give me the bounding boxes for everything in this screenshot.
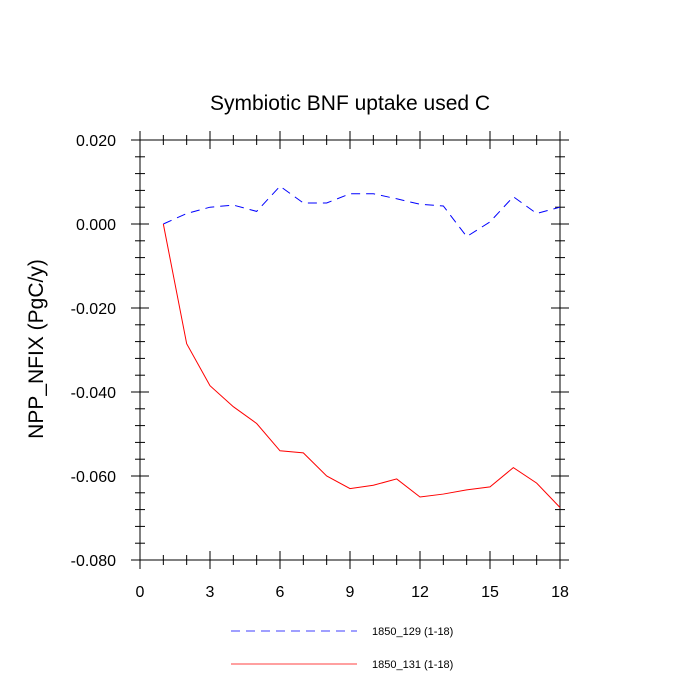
- y-tick-label: -0.080: [71, 553, 116, 570]
- x-tick-label: 15: [481, 584, 499, 601]
- y-axis-label: NPP_NFIX (PgC/y): [25, 259, 48, 439]
- chart-title: Symbiotic BNF uptake used C: [210, 92, 490, 115]
- series-line-2: [162, 223, 561, 508]
- series-line-1: [163, 185, 561, 238]
- x-tick-label: 9: [346, 584, 355, 601]
- y-tick-label: -0.020: [71, 301, 116, 318]
- plot-frame: [139, 139, 561, 561]
- y-tick-label: -0.040: [71, 385, 116, 402]
- y-tick-label: -0.060: [71, 469, 116, 486]
- x-tick-label: 18: [551, 584, 569, 601]
- x-tick-label: 3: [206, 584, 215, 601]
- x-tick-label: 12: [411, 584, 429, 601]
- x-tick-label: 0: [136, 584, 145, 601]
- y-tick-label: 0.020: [76, 133, 116, 150]
- x-tick-label: 6: [276, 584, 285, 601]
- y-tick-label: 0.000: [76, 217, 116, 234]
- legend-label-2: 1850_131 (1-18): [372, 659, 453, 671]
- legend-label-1: 1850_129 (1-18): [372, 626, 453, 638]
